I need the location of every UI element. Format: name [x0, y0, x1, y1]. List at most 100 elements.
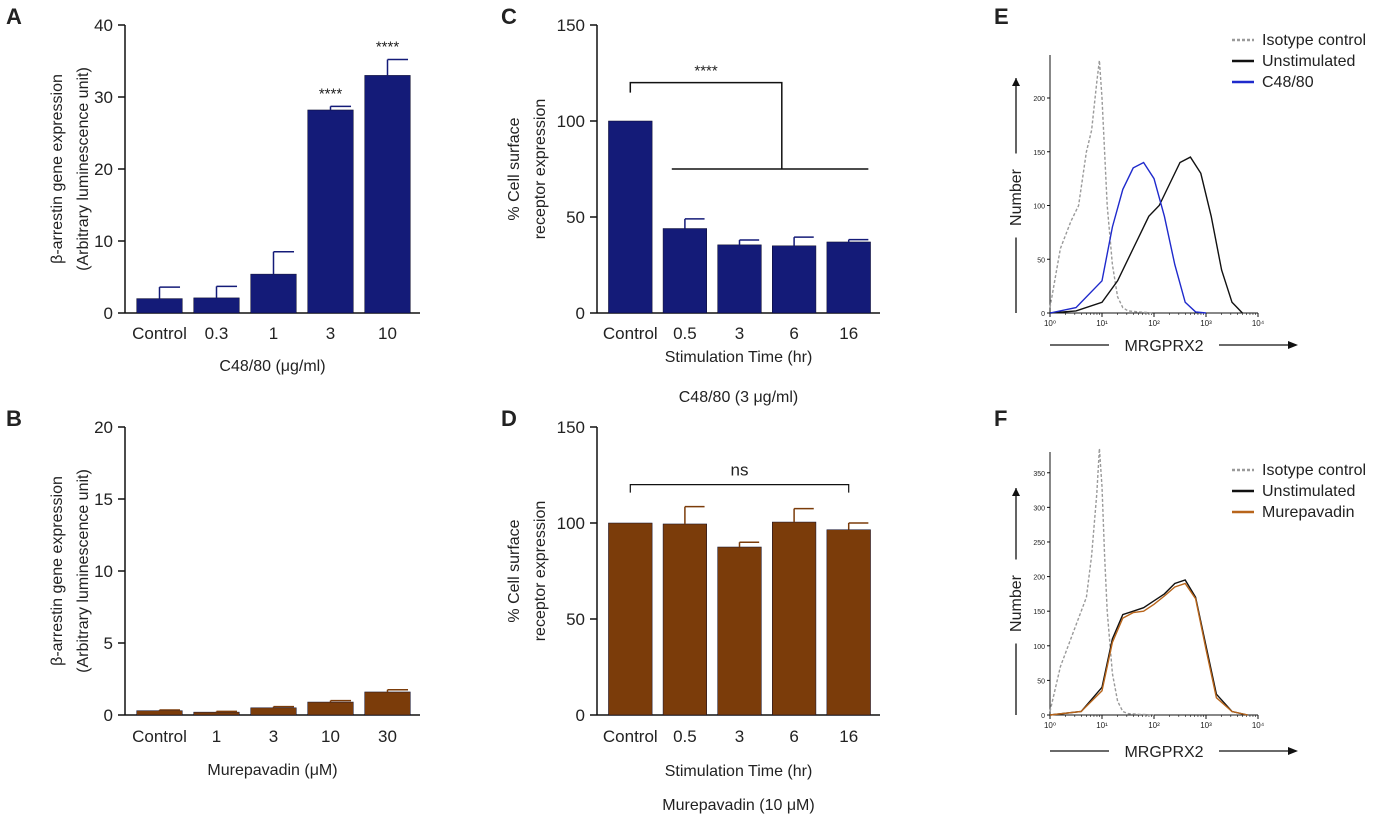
condition-label: C48/80 (3 μg/ml) [679, 389, 798, 406]
y-axis-label: Number [1008, 168, 1025, 226]
y-axis-label: % Cell surface [506, 519, 523, 622]
panel-d: D 0 50 100 150 % Cell surface receptor express… [501, 406, 880, 814]
x-tick-label: Control [132, 324, 187, 343]
y-axis-label: receptor expression [532, 99, 549, 240]
y-tick-label: 0 [1041, 713, 1045, 720]
panel-e: E 0 50 100 150 200 10⁰ 10¹ 10² 10³ 10⁴ Number MRGPRX… [994, 4, 1366, 355]
y-tick-label: 40 [94, 16, 113, 35]
panel-letter: C [501, 4, 517, 29]
bar [307, 701, 354, 716]
bar [364, 691, 411, 716]
significance-bracket [629, 484, 850, 493]
x-axis-label: Murepavadin (μM) [207, 762, 337, 779]
y-tick-label: 10 [94, 562, 113, 581]
panel-f: F 0 50 100 150 200 250 300 350 10⁰ 10¹ 10² 10³ 10⁴ Num… [994, 406, 1366, 761]
x-axis-label: C48/80 (μg/ml) [219, 358, 325, 375]
y-tick-label: 0 [576, 706, 585, 725]
bar [772, 521, 817, 716]
y-tick-label: 50 [1037, 257, 1045, 264]
x-tick-label: 10¹ [1096, 721, 1108, 730]
y-tick-label: 20 [94, 160, 113, 179]
significance-bracket [629, 81, 783, 169]
x-axis-label: Stimulation Time (hr) [665, 763, 813, 780]
significance-label: **** [694, 63, 718, 80]
panel-b: B 0 5 10 15 20 β-arrestin gene expression (Arbi… [6, 406, 420, 779]
bar [717, 546, 762, 716]
y-tick-label: 50 [566, 208, 585, 227]
y-tick-label: 0 [104, 706, 113, 725]
y-tick-label: 250 [1033, 540, 1045, 547]
x-tick-label: 10⁴ [1252, 319, 1265, 328]
panel-letter: B [6, 406, 22, 431]
histogram-line-unstimulated [1049, 579, 1248, 716]
legend-label: C48/80 [1262, 74, 1314, 91]
y-tick-label: 200 [1033, 96, 1045, 103]
panel-letter: D [501, 406, 517, 431]
y-tick-label: 100 [1033, 644, 1045, 651]
panel-letter: A [6, 4, 22, 29]
y-tick-label: 350 [1033, 471, 1045, 478]
y-axis-arrowhead [1012, 78, 1020, 86]
bar [193, 297, 240, 314]
panel-letter: E [994, 4, 1009, 29]
panel-c: C 0 50 100 150 % Cell surface receptor express… [501, 4, 880, 406]
x-tick-label: 3 [326, 324, 335, 343]
x-tick-label: 30 [378, 727, 397, 746]
y-tick-label: 5 [104, 634, 113, 653]
x-axis-arrowhead [1288, 341, 1298, 349]
x-tick-label: 10 [378, 324, 397, 343]
y-axis-label: Number [1008, 574, 1025, 632]
x-tick-label: 10 [321, 727, 340, 746]
bar [193, 711, 240, 716]
legend-label: Unstimulated [1262, 53, 1355, 70]
panel-letter: F [994, 406, 1007, 431]
y-axis-label: (Arbitrary luminescence unit) [75, 469, 92, 673]
x-tick-label: 1 [269, 324, 278, 343]
x-tick-label: 10⁰ [1044, 721, 1056, 730]
x-tick-label: 3 [735, 324, 744, 343]
y-axis-label: β-arrestin gene expression [49, 74, 66, 264]
y-tick-label: 150 [1033, 150, 1045, 157]
legend-label: Unstimulated [1262, 483, 1355, 500]
bar [136, 298, 183, 314]
y-tick-label: 150 [557, 418, 585, 437]
x-tick-label: 6 [789, 324, 798, 343]
x-tick-label: 16 [839, 727, 858, 746]
legend-label: Murepavadin [1262, 504, 1355, 521]
x-tick-label: Control [603, 324, 658, 343]
bar [826, 241, 871, 314]
y-axis-label: (Arbitrary luminescence unit) [75, 67, 92, 271]
histogram-line-isotype-control [1049, 60, 1155, 314]
histogram-line-c48-80 [1049, 161, 1207, 314]
panel-a: A 0 10 20 30 40 β-arrestin gene expression (Arb… [6, 4, 420, 375]
y-tick-label: 30 [94, 88, 113, 107]
bar [307, 109, 354, 314]
legend-label: Isotype control [1262, 462, 1366, 479]
bar [608, 522, 653, 716]
x-tick-label: 1 [212, 727, 221, 746]
legend-label: Isotype control [1262, 32, 1366, 49]
y-tick-label: 0 [576, 304, 585, 323]
bar [772, 245, 817, 314]
x-tick-label: 6 [789, 727, 798, 746]
y-axis-label: receptor expression [532, 501, 549, 642]
significance-label: ns [731, 461, 749, 480]
bar [250, 707, 297, 716]
x-tick-label: 0.5 [673, 324, 697, 343]
x-tick-label: 10¹ [1096, 319, 1108, 328]
y-tick-label: 20 [94, 418, 113, 437]
histogram-line-unstimulated [1049, 156, 1243, 314]
x-tick-label: 3 [269, 727, 278, 746]
y-axis-label: % Cell surface [506, 117, 523, 220]
x-tick-label: 10⁴ [1252, 721, 1265, 730]
y-tick-label: 0 [1041, 311, 1045, 318]
y-tick-label: 100 [557, 112, 585, 131]
x-axis-arrowhead [1288, 747, 1298, 755]
x-axis-label: MRGPRX2 [1124, 744, 1203, 761]
x-axis-label: Stimulation Time (hr) [665, 349, 813, 366]
histogram-line-isotype-control [1049, 448, 1155, 716]
bar [662, 228, 707, 314]
x-tick-label: 16 [839, 324, 858, 343]
bar [826, 529, 871, 716]
